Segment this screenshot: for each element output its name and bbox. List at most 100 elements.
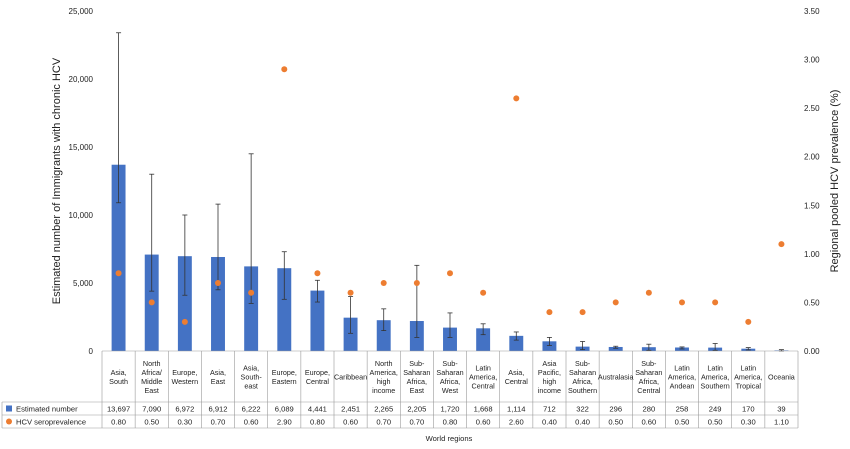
prevalence-point (679, 299, 685, 306)
category-label: Europe, Western (172, 368, 199, 386)
prevalence-point (115, 270, 122, 277)
category-label: Sub-Saharan Africa, Central (635, 359, 662, 395)
prevalence-point (215, 280, 221, 286)
right-y-tick-label: 1.00 (804, 250, 820, 259)
prevalence-point (612, 299, 619, 306)
prevalence-point (181, 318, 188, 325)
left-y-tick-label: 5,000 (73, 279, 94, 288)
legend-marker-seroprevalence (6, 418, 12, 425)
estimated-number-value: 2,205 (407, 405, 426, 414)
prevalence-point (513, 95, 520, 102)
seroprevalence-value: 0.60 (641, 418, 656, 427)
seroprevalence-value: 0.40 (542, 418, 557, 427)
bar (542, 341, 557, 351)
prevalence-point (645, 289, 652, 296)
right-y-tick-label: 3.00 (804, 56, 820, 65)
category-label: Europe, Central (305, 368, 330, 386)
category-label: Latin America, Tropical (734, 364, 762, 391)
category-label: North Africa/Middle East (141, 359, 162, 395)
bar (310, 290, 325, 351)
seroprevalence-value: 0.60 (476, 418, 491, 427)
estimated-number-value: 258 (676, 405, 689, 414)
category-label: Asia Pacific, high income (538, 359, 561, 395)
category-label: Europe, Eastern (272, 368, 297, 386)
estimated-number-value: 13,697 (107, 405, 130, 414)
data-table: Asia, South North Africa/Middle East Europe, W… (1, 350, 799, 429)
seroprevalence-value: 0.60 (343, 418, 358, 427)
left-y-tick-label: 15,000 (69, 143, 94, 152)
seroprevalence-value: 2.60 (509, 418, 524, 427)
prevalence-point (712, 299, 719, 306)
seroprevalence-value: 0.50 (708, 418, 723, 427)
seroprevalence-value: 0.50 (608, 418, 623, 427)
category-label: Australasia (598, 373, 634, 382)
right-y-axis: 0.00 0.50 1.00 1.50 2.00 2.50 3.00 3.50 (804, 7, 820, 356)
estimated-number-value: 2,451 (341, 405, 360, 414)
category-label: Sub-Saharan Africa, East (403, 359, 430, 395)
estimated-number-value: 712 (543, 405, 556, 414)
bar (343, 317, 358, 351)
prevalence-point (447, 270, 453, 277)
estimated-number-value: 39 (777, 405, 785, 414)
bar (177, 256, 192, 351)
seroprevalence-value: 0.40 (575, 418, 590, 427)
seroprevalence-value: 2.90 (277, 418, 292, 427)
estimated-number-value: 322 (576, 405, 589, 414)
bar (443, 327, 457, 351)
right-y-tick-label: 0.50 (804, 298, 820, 307)
prevalence-point (579, 309, 586, 316)
bar (476, 328, 491, 351)
category-label: Asia, East (210, 368, 226, 386)
bar (244, 266, 259, 351)
category-label: Asia, South (109, 368, 128, 386)
estimated-number-value: 280 (643, 405, 656, 414)
estimated-number-value: 1,668 (474, 405, 493, 414)
estimated-number-value: 249 (709, 405, 722, 414)
seroprevalence-value: 0.70 (376, 418, 391, 427)
prevalence-point (380, 280, 387, 286)
x-axis-label: World regions (426, 434, 473, 443)
seroprevalence-value: 0.70 (211, 418, 226, 427)
seroprevalence-value: 0.60 (244, 418, 259, 427)
category-label: Asia, Central (505, 368, 529, 386)
left-y-tick-label: 20,000 (69, 75, 94, 84)
prevalence-point (148, 299, 155, 306)
category-label: Caribbean (334, 373, 367, 382)
category-label: Sub-Saharan Africa, Southern (568, 359, 597, 395)
left-y-tick-label: 10,000 (69, 211, 94, 220)
prevalence-point (347, 289, 354, 296)
right-y-tick-label: 2.00 (804, 153, 820, 162)
legend-label-estimated: Estimated number (16, 405, 78, 414)
seroprevalence-value: 0.80 (310, 418, 325, 427)
prevalence-point (745, 318, 752, 325)
estimated-number-value: 7,090 (142, 405, 161, 414)
prevalence-point (281, 66, 288, 73)
estimated-number-value: 170 (742, 405, 755, 414)
category-label: Latin America, Central (469, 364, 497, 391)
left-y-axis: 0 5,000 10,000 15,000 20,000 25,000 (69, 7, 94, 356)
estimated-number-value: 6,222 (242, 405, 261, 414)
left-y-axis-label: Estimated number of Immigrants with chro… (51, 57, 63, 304)
left-y-tick-label: 25,000 (69, 7, 94, 16)
category-label: Asia, South-east (241, 364, 263, 391)
seroprevalence-value: 0.70 (409, 418, 424, 427)
estimated-number-value: 1,720 (440, 405, 459, 414)
seroprevalence-value: 0.30 (177, 418, 192, 427)
prevalence-point (778, 241, 785, 248)
estimated-number-value: 6,912 (208, 405, 227, 414)
bar (608, 346, 623, 351)
bar (509, 335, 524, 351)
right-y-tick-label: 2.50 (804, 104, 820, 113)
category-label: Latin America, Southern (701, 364, 730, 391)
bar (376, 320, 391, 351)
prevalence-point (248, 289, 255, 296)
category-label: Latin America, Andean (668, 364, 696, 391)
prevalence-point (314, 270, 321, 277)
category-label: North America, high income (370, 359, 398, 395)
bar (111, 164, 126, 351)
prevalence-point (546, 309, 553, 316)
legend-swatch-estimated (6, 405, 12, 412)
prevalence-point (480, 289, 487, 296)
bar (211, 256, 225, 351)
